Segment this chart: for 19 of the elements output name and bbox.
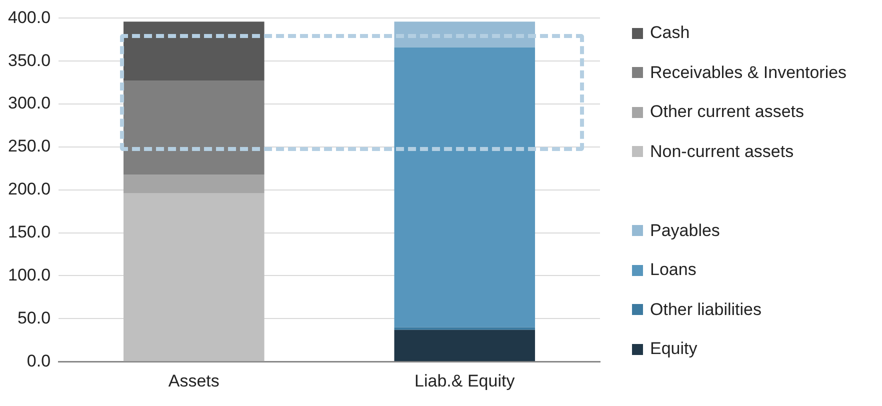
legend-label: Other current assets — [650, 102, 804, 122]
y-tick-label: 150.0 — [8, 222, 51, 242]
legend-label: Non-current assets — [650, 142, 794, 162]
y-tick-label: 50.0 — [17, 308, 51, 328]
legend-label: Payables — [650, 220, 720, 240]
y-tick-label: 250.0 — [8, 136, 51, 156]
legend-label: Receivables & Inventories — [650, 62, 847, 82]
y-tick-label: 0.0 — [26, 351, 51, 370]
y-tick-label: 350.0 — [8, 50, 51, 70]
legend-label: Cash — [650, 23, 690, 43]
legend-label: Loans — [650, 260, 696, 280]
y-tick-label: 200.0 — [8, 180, 51, 199]
x-tick-label: Assets — [168, 371, 220, 390]
x-tick-label: Liab.& Equity — [414, 371, 516, 390]
y-tick-label: 400.0 — [8, 8, 51, 27]
legend-label: Equity — [650, 339, 698, 359]
y-tick-label: 100.0 — [8, 265, 51, 284]
y-tick-label: 300.0 — [8, 94, 51, 113]
legend-label: Other liabilities — [650, 300, 762, 320]
